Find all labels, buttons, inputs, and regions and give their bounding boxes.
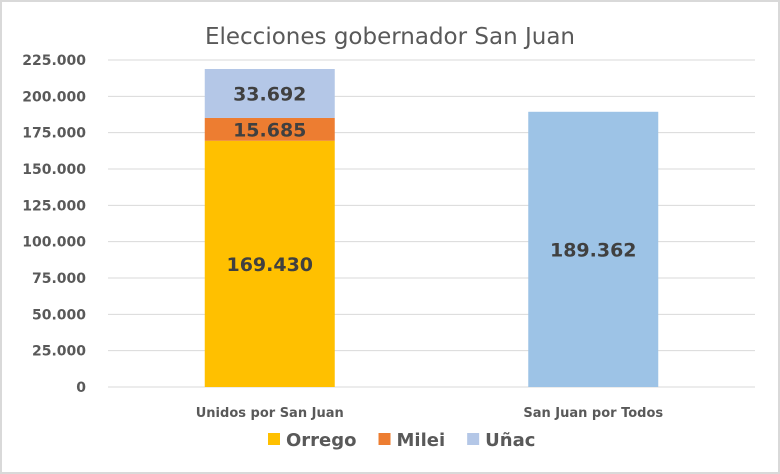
legend-label: Milei [397,430,446,451]
bar-segment [528,111,659,388]
legend-label: Orrego [286,430,357,451]
bar-segment [204,117,335,141]
y-tick-label: 0 [76,380,86,396]
y-tick-label: 25.000 [32,344,86,360]
legend-label: Uñac [485,430,535,451]
data-label: 169.430 [226,254,313,276]
x-tick-label: San Juan por Todos [523,406,663,421]
y-tick-label: 100.000 [22,235,86,251]
data-label: 189.362 [550,239,637,261]
bar-segment [204,69,335,118]
legend-swatch [268,433,280,445]
y-tick-label: 150.000 [22,162,86,178]
y-tick-label: 125.000 [22,198,86,214]
y-tick-label: 50.000 [32,307,86,323]
data-label: 15.685 [233,119,306,141]
legend-swatch [378,433,391,445]
x-tick-label: Unidos por San Juan [196,406,344,421]
y-tick-label: 175.000 [22,126,86,142]
legend-swatch [467,433,480,445]
y-tick-label: 225.000 [22,53,86,69]
chart-title: Elecciones gobernador San Juan [205,24,575,50]
data-label: 33.692 [233,83,306,105]
bar-segment [204,140,335,387]
y-tick-label: 200.000 [22,89,86,105]
y-tick-label: 75.000 [32,271,86,287]
